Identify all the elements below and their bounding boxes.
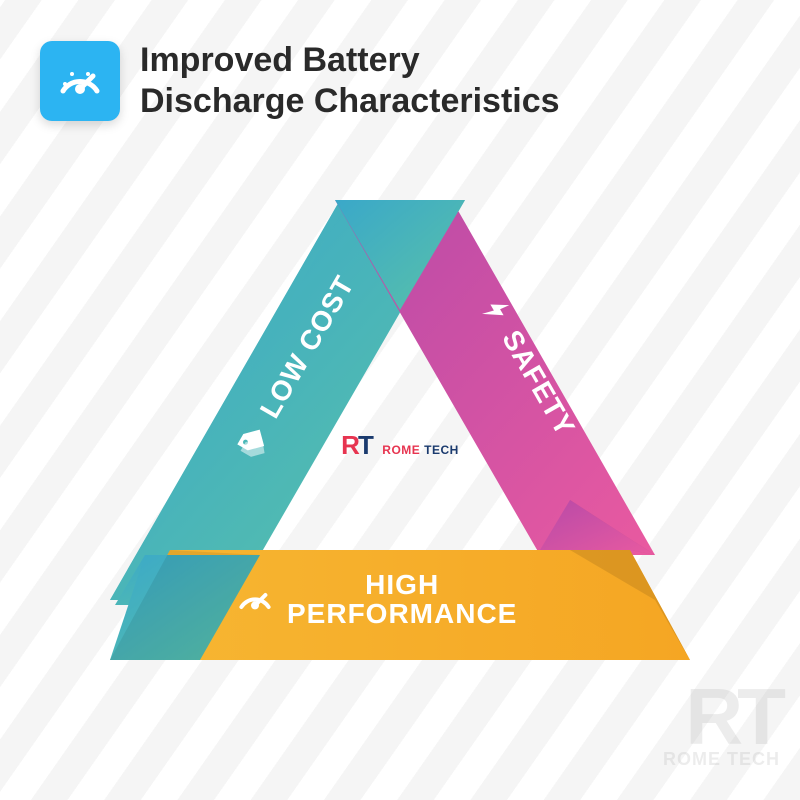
- title-line-2: Discharge Characteristics: [140, 81, 560, 122]
- center-brand-logo: R T ROME TECH: [330, 430, 470, 461]
- logo-rt: R T: [341, 430, 372, 461]
- title-line-1: Improved Battery: [140, 40, 560, 81]
- high-performance-label: HIGH PERFORMANCE: [235, 570, 517, 629]
- page-title: Improved Battery Discharge Characteristi…: [140, 40, 560, 122]
- brand-watermark: RT ROME TECH: [663, 685, 780, 770]
- gauge-icon: [55, 56, 105, 106]
- logo-brand: ROME TECH: [382, 443, 459, 457]
- triangle-infographic: LOW COST SAFETY HIGH PERFORMANCE R T ROM…: [100, 200, 700, 720]
- watermark-text: ROME TECH: [663, 749, 780, 770]
- watermark-rt: RT: [663, 685, 780, 749]
- gauge-icon: [235, 579, 275, 619]
- header: Improved Battery Discharge Characteristi…: [40, 40, 560, 122]
- header-gauge-icon: [40, 41, 120, 121]
